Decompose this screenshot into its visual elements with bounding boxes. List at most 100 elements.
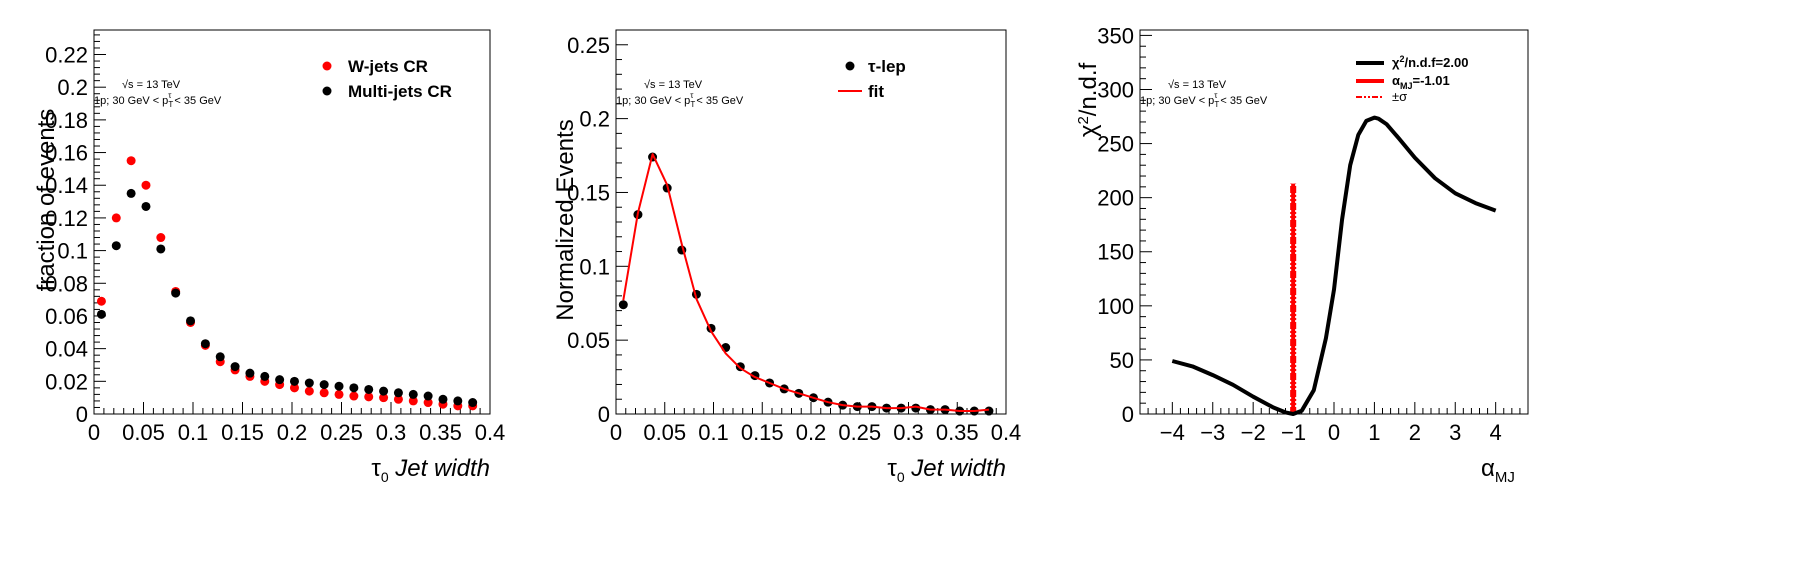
- series-multi-jets-cr-point: [260, 371, 270, 381]
- series-multi-jets-cr-point: [215, 352, 225, 362]
- x-tick-label: 0.1: [698, 420, 729, 445]
- legend-marker-w-jets: [322, 61, 332, 71]
- x-tick-label: 1: [1368, 420, 1380, 445]
- series-multi-jets-cr-point: [453, 396, 463, 406]
- x-tick-label: 0.3: [893, 420, 924, 445]
- series-w-jets-cr-point: [156, 233, 166, 243]
- series-multi-jets-cr-point: [468, 398, 478, 408]
- y-tick-label: 100: [1097, 294, 1134, 319]
- y-tick-label: 350: [1097, 23, 1134, 48]
- series-w-jets-cr-point: [289, 383, 299, 393]
- x-tick-label: −4: [1160, 420, 1185, 445]
- chart-3-x-ticks: −4 −3 −2 −1 0 1 2 3 4: [1139, 402, 1529, 445]
- x-tick-label: 0.35: [419, 420, 462, 445]
- x-tick-label: 2: [1409, 420, 1421, 445]
- x-tick-label: 0.15: [741, 420, 784, 445]
- series-w-jets-cr-point: [379, 393, 389, 403]
- series-multi-jets-cr-point: [379, 386, 389, 396]
- series-w-jets-cr-point: [96, 296, 106, 306]
- x-tick-label: −2: [1241, 420, 1266, 445]
- series--lep-point: [984, 406, 994, 416]
- series-multi-jets-cr-point: [111, 241, 121, 251]
- x-tick-label: 4: [1490, 420, 1502, 445]
- y-tick-label: 0.18: [45, 108, 88, 133]
- series-multi-jets-cr-point: [364, 384, 374, 394]
- y-tick-label: 0.02: [45, 369, 88, 394]
- y-tick-label: 0.22: [45, 43, 88, 68]
- series-multi-jets-cr-point: [423, 391, 433, 401]
- chart-2-y-ticks: 0 0.05 0.1 0.15 0.2 0.25: [567, 29, 628, 427]
- y-tick-label: 50: [1110, 348, 1134, 373]
- series-multi-jets-cr-point: [275, 375, 285, 385]
- x-tick-label: 0.3: [376, 420, 407, 445]
- y-tick-label: 0.04: [45, 337, 88, 362]
- series-multi-jets-cr-point: [126, 188, 136, 198]
- x-tick-label: 0.2: [796, 420, 827, 445]
- legend-label-chi2: χ2/n.d.f=2.00: [1392, 54, 1468, 70]
- subscript-zero: 0: [381, 469, 389, 485]
- y-tick-label: 150: [1097, 240, 1134, 265]
- series-multi-jets-cr-point: [438, 394, 448, 404]
- x-tick-label: 0.15: [221, 420, 264, 445]
- x-tick-label: 0.1: [178, 420, 209, 445]
- series-w-jets-cr-point: [423, 398, 433, 408]
- sqrt-s-label: √s = 13 TeV: [644, 79, 703, 91]
- y-tick-label: 0.2: [579, 107, 610, 132]
- series-multi-jets-cr-point: [245, 368, 255, 378]
- series-multi-jets-cr-point: [141, 201, 151, 211]
- jet-width-text: Jet width: [905, 455, 1006, 482]
- chart-2-annotation: √s = 13 TeV 1p; 30 GeV < pTτ < 35 GeV: [616, 79, 744, 109]
- series-w-jets-cr-point: [349, 391, 359, 401]
- chart-2-y-label: Normalized Events: [552, 119, 579, 320]
- legend-label-fit: fit: [868, 82, 884, 101]
- y-tick-label: 300: [1097, 77, 1134, 102]
- series-w-jets-cr-point: [304, 386, 314, 396]
- jet-width-text: Jet width: [389, 455, 490, 482]
- series-multi-jets-cr-point: [200, 339, 210, 349]
- y-tick-label: 0.06: [45, 304, 88, 329]
- series-multi-jets-cr-point: [289, 376, 299, 386]
- y-tick-label: 0.15: [567, 180, 610, 205]
- chart-3-y-label: χ2/n.d.f: [1075, 63, 1102, 138]
- sqrt-s-label: √s = 13 TeV: [122, 79, 181, 91]
- x-tick-label: 0.35: [936, 420, 979, 445]
- chart-2-marks: [618, 152, 994, 416]
- chart-2-x-label: τ0 Jet width: [887, 455, 1006, 485]
- series-multi-jets-cr-point: [349, 383, 359, 393]
- series-multi-jets-cr-point: [186, 316, 196, 326]
- pt-range-label: 1p; 30 GeV < pTτ < 35 GeV: [616, 91, 744, 109]
- series-multi-jets-cr-point: [334, 381, 344, 391]
- series-w-jets-cr-point: [364, 392, 374, 402]
- y-tick-label: 0.14: [45, 173, 88, 198]
- x-tick-label: −1: [1281, 420, 1306, 445]
- y-tick-label: 0.08: [45, 271, 88, 296]
- chart-1-y-label: fraction of events: [33, 109, 60, 292]
- series-multi-jets-cr-point: [96, 309, 106, 319]
- y-tick-label: 0.12: [45, 206, 88, 231]
- x-tick-label: 0.4: [991, 420, 1022, 445]
- x-tick-label: 0: [610, 420, 622, 445]
- subscript-zero: 0: [897, 469, 905, 485]
- sqrt-s-label: √s = 13 TeV: [1168, 79, 1227, 91]
- pt-range-label: 1p; 30 GeV < pTτ < 35 GeV: [1140, 91, 1268, 109]
- legend-label-sigma: ±σ: [1392, 89, 1407, 104]
- series-w-jets-cr-point: [393, 394, 403, 404]
- x-tick-label: 0.05: [122, 420, 165, 445]
- x-tick-label: 0.4: [475, 420, 506, 445]
- chart-1-legend: W-jets CR Multi-jets CR: [322, 57, 452, 101]
- series-multi-jets-cr-point: [230, 362, 240, 372]
- chart-1-x-ticks: 0 0.05 0.1 0.15 0.2 0.25 0.3 0.35 0.4: [88, 402, 505, 445]
- series-multi-jets-cr-point: [319, 380, 329, 390]
- chart-2-legend: τ-lep fit: [838, 57, 906, 101]
- chart-3-y-ticks: 0 50 100 150 200 250 300 350: [1097, 23, 1152, 427]
- y-tick-label: 0: [1122, 402, 1134, 427]
- series--lep-point: [618, 300, 628, 310]
- legend-label-w-jets: W-jets CR: [348, 57, 428, 76]
- x-tick-label: 0.25: [838, 420, 881, 445]
- chart-3-annotation: √s = 13 TeV 1p; 30 GeV < pTτ < 35 GeV: [1140, 79, 1268, 109]
- legend-marker-multi-jets: [322, 86, 332, 96]
- series-multi-jets-cr-point: [156, 244, 166, 254]
- x-tick-label: −3: [1200, 420, 1225, 445]
- chart-1-annotation: √s = 13 TeV 1p; 30 GeV < pTτ < 35 GeV: [94, 79, 222, 109]
- series-w-jets-cr-point: [141, 180, 151, 190]
